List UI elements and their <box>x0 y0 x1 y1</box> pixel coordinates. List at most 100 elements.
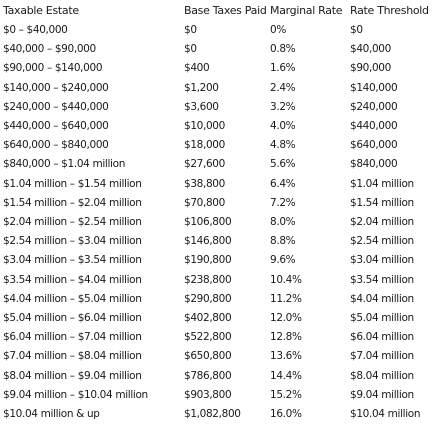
table-row: $2.54 million – $3.04 million $146,800 8.8… <box>0 232 438 251</box>
header-rate-threshold: Rate Threshold <box>350 4 429 17</box>
cell-base-taxes-paid: $903,800 <box>184 388 232 401</box>
cell-rate-threshold: $6.04 million <box>350 331 414 344</box>
table-row: $4.04 million – $5.04 million $290,800 11.… <box>0 290 438 309</box>
table-row: $40,000 – $90,000 $0 0.8% $40,000 <box>0 40 438 59</box>
cell-marginal-rate: 4.0% <box>270 120 296 133</box>
cell-rate-threshold: $1.04 million <box>350 177 414 190</box>
cell-taxable-estate: $2.54 million – $3.04 million <box>3 235 142 248</box>
cell-taxable-estate: $1.04 million – $1.54 million <box>3 177 142 190</box>
cell-rate-threshold: $640,000 <box>350 139 398 152</box>
cell-taxable-estate: $140,000 – $240,000 <box>3 81 109 94</box>
table-row: $9.04 million – $10.04 million $903,800 15… <box>0 386 438 405</box>
cell-marginal-rate: 6.4% <box>270 177 296 190</box>
cell-rate-threshold: $7.04 million <box>350 350 414 363</box>
header-marginal-rate: Marginal Rate <box>270 4 343 17</box>
cell-rate-threshold: $3.54 million <box>350 273 414 286</box>
cell-taxable-estate: $4.04 million – $5.04 million <box>3 292 142 305</box>
table-row: $0 – $40,000 $0 0% $0 <box>0 21 438 40</box>
cell-base-taxes-paid: $522,800 <box>184 331 232 344</box>
table-row: $6.04 million – $7.04 million $522,800 12.… <box>0 328 438 347</box>
cell-taxable-estate: $3.04 million – $3.54 million <box>3 254 142 267</box>
table-row: $3.54 million – $4.04 million $238,800 10.… <box>0 271 438 290</box>
cell-taxable-estate: $40,000 – $90,000 <box>3 43 96 56</box>
cell-marginal-rate: 10.4% <box>270 273 302 286</box>
cell-rate-threshold: $9.04 million <box>350 388 414 401</box>
cell-base-taxes-paid: $402,800 <box>184 312 232 325</box>
cell-base-taxes-paid: $0 <box>184 43 197 56</box>
cell-taxable-estate: $840,000 – $1.04 million <box>3 158 125 171</box>
cell-marginal-rate: 2.4% <box>270 81 296 94</box>
cell-marginal-rate: 8.0% <box>270 216 296 229</box>
cell-base-taxes-paid: $290,800 <box>184 292 232 305</box>
table-body: $0 – $40,000 $0 0% $0 $40,000 – $90,000 $0 0.8… <box>0 21 438 424</box>
cell-taxable-estate: $10.04 million & up <box>3 408 100 421</box>
cell-base-taxes-paid: $400 <box>184 62 210 75</box>
cell-marginal-rate: 7.2% <box>270 196 296 209</box>
cell-marginal-rate: 4.8% <box>270 139 296 152</box>
cell-base-taxes-paid: $786,800 <box>184 369 232 382</box>
cell-marginal-rate: 0% <box>270 24 286 36</box>
cell-base-taxes-paid: $106,800 <box>184 216 232 229</box>
cell-base-taxes-paid: $1,200 <box>184 81 219 94</box>
cell-taxable-estate: $9.04 million – $10.04 million <box>3 388 148 401</box>
cell-taxable-estate: $640,000 – $840,000 <box>3 139 109 152</box>
cell-rate-threshold: $840,000 <box>350 158 398 171</box>
cell-marginal-rate: 14.4% <box>270 369 302 382</box>
table-row: $90,000 – $140,000 $400 1.6% $90,000 <box>0 59 438 78</box>
cell-taxable-estate: $7.04 million – $8.04 million <box>3 350 142 363</box>
cell-marginal-rate: 11.2% <box>270 292 302 305</box>
cell-marginal-rate: 12.8% <box>270 331 302 344</box>
cell-rate-threshold: $3.04 million <box>350 254 414 267</box>
header-base-taxes-paid: Base Taxes Paid <box>184 4 267 17</box>
cell-rate-threshold: $40,000 <box>350 43 391 56</box>
table-row: $8.04 million – $9.04 million $786,800 14.… <box>0 367 438 386</box>
cell-taxable-estate: $3.54 million – $4.04 million <box>3 273 142 286</box>
cell-base-taxes-paid: $190,800 <box>184 254 232 267</box>
cell-marginal-rate: 5.6% <box>270 158 296 171</box>
cell-base-taxes-paid: $18,000 <box>184 139 225 152</box>
estate-tax-table: Taxable Estate Base Taxes Paid Marginal … <box>0 4 438 424</box>
cell-taxable-estate: $1.54 million – $2.04 million <box>3 196 142 209</box>
cell-rate-threshold: $140,000 <box>350 81 398 94</box>
table-row: $2.04 million – $2.54 million $106,800 8.0… <box>0 213 438 232</box>
cell-taxable-estate: $0 – $40,000 <box>3 24 68 36</box>
table-row: $440,000 – $640,000 $10,000 4.0% $440,000 <box>0 117 438 136</box>
cell-base-taxes-paid: $38,800 <box>184 177 225 190</box>
cell-rate-threshold: $4.04 million <box>350 292 414 305</box>
cell-base-taxes-paid: $0 <box>184 24 197 36</box>
cell-taxable-estate: $90,000 – $140,000 <box>3 62 103 75</box>
table-row: $840,000 – $1.04 million $27,600 5.6% $840,… <box>0 155 438 174</box>
header-taxable-estate: Taxable Estate <box>3 4 79 17</box>
cell-taxable-estate: $2.04 million – $2.54 million <box>3 216 142 229</box>
cell-base-taxes-paid: $238,800 <box>184 273 232 286</box>
cell-marginal-rate: 15.2% <box>270 388 302 401</box>
cell-rate-threshold: $2.04 million <box>350 216 414 229</box>
table-row: $640,000 – $840,000 $18,000 4.8% $640,000 <box>0 136 438 155</box>
cell-base-taxes-paid: $1,082,800 <box>184 408 241 421</box>
cell-marginal-rate: 3.2% <box>270 100 296 113</box>
cell-base-taxes-paid: $146,800 <box>184 235 232 248</box>
cell-taxable-estate: $240,000 – $440,000 <box>3 100 109 113</box>
table-row: $5.04 million – $6.04 million $402,800 12.… <box>0 309 438 328</box>
cell-base-taxes-paid: $70,800 <box>184 196 225 209</box>
table-row: $10.04 million & up $1,082,800 16.0% $10.04… <box>0 405 438 424</box>
cell-rate-threshold: $240,000 <box>350 100 398 113</box>
cell-taxable-estate: $6.04 million – $7.04 million <box>3 331 142 344</box>
table-row: $140,000 – $240,000 $1,200 2.4% $140,000 <box>0 79 438 98</box>
table-row: $1.04 million – $1.54 million $38,800 6.4%… <box>0 175 438 194</box>
cell-marginal-rate: 9.6% <box>270 254 296 267</box>
cell-marginal-rate: 0.8% <box>270 43 296 56</box>
cell-marginal-rate: 13.6% <box>270 350 302 363</box>
cell-base-taxes-paid: $27,600 <box>184 158 225 171</box>
table-row: $3.04 million – $3.54 million $190,800 9.6… <box>0 251 438 270</box>
table-row: $1.54 million – $2.04 million $70,800 7.2%… <box>0 194 438 213</box>
cell-marginal-rate: 8.8% <box>270 235 296 248</box>
cell-base-taxes-paid: $650,800 <box>184 350 232 363</box>
cell-rate-threshold: $90,000 <box>350 62 391 75</box>
cell-marginal-rate: 12.0% <box>270 312 302 325</box>
cell-base-taxes-paid: $3,600 <box>184 100 219 113</box>
cell-rate-threshold: $1.54 million <box>350 196 414 209</box>
cell-rate-threshold: $2.54 million <box>350 235 414 248</box>
cell-taxable-estate: $5.04 million – $6.04 million <box>3 312 142 325</box>
cell-rate-threshold: $440,000 <box>350 120 398 133</box>
